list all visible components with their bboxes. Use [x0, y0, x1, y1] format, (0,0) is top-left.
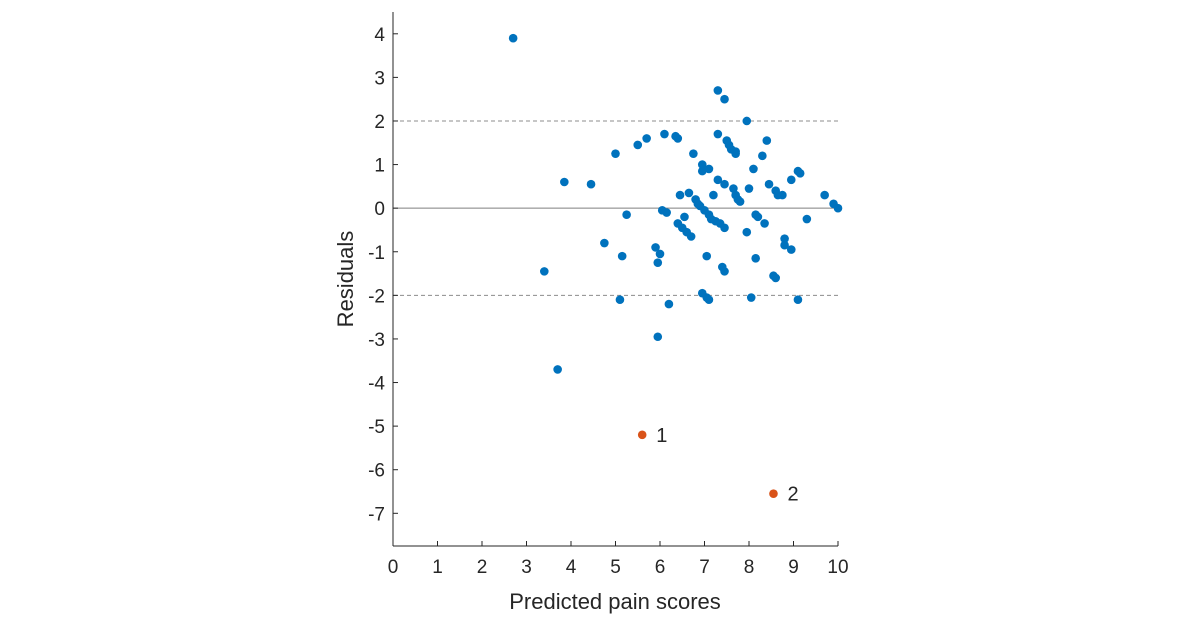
data-point — [760, 219, 769, 228]
outlier-label: 1 — [656, 425, 667, 447]
data-point — [720, 179, 729, 189]
data-point — [686, 232, 696, 241]
y-tick-label: 2 — [374, 112, 385, 133]
x-tick-label: 1 — [432, 557, 443, 578]
data-point — [713, 175, 723, 185]
data-point — [786, 175, 796, 185]
data-point — [780, 234, 789, 243]
data-point — [786, 245, 796, 254]
y-tick-label: 0 — [374, 199, 385, 220]
data-point — [802, 214, 812, 224]
data-point — [560, 177, 569, 187]
data-point — [662, 208, 671, 217]
y-tick-label: -7 — [368, 504, 385, 525]
x-tick-label: 3 — [521, 557, 532, 578]
y-tick-label: 3 — [374, 68, 385, 89]
data-point — [720, 267, 729, 276]
data-point — [771, 273, 780, 283]
x-tick-label: 7 — [699, 557, 710, 578]
y-tick-label: -2 — [368, 286, 385, 307]
data-point — [622, 210, 631, 220]
data-point — [720, 223, 729, 233]
data-point — [615, 295, 625, 305]
data-point — [508, 33, 518, 43]
data-point — [680, 212, 689, 222]
data-point — [697, 160, 707, 169]
outlier-label: 2 — [787, 484, 798, 506]
outlier-point — [769, 489, 778, 498]
data-point — [660, 129, 669, 139]
x-tick-label: 0 — [388, 557, 399, 578]
data-point — [753, 212, 763, 222]
data-point — [746, 293, 756, 302]
x-tick-label: 8 — [744, 557, 755, 578]
reference-lines — [393, 120, 838, 296]
data-point — [764, 179, 774, 189]
data-point — [749, 164, 758, 174]
x-tick-label: 2 — [477, 557, 488, 578]
data-point — [742, 227, 752, 237]
y-tick-label: -6 — [368, 461, 385, 482]
data-point — [633, 140, 643, 150]
x-tick-label: 5 — [610, 557, 621, 578]
y-tick-label: -5 — [368, 417, 385, 438]
data-point — [653, 258, 663, 267]
data-point — [653, 332, 663, 342]
y-tick-label: -1 — [368, 243, 385, 264]
data-point — [720, 94, 729, 104]
data-point — [793, 295, 803, 305]
y-tick-label: -3 — [368, 330, 385, 351]
data-point — [702, 251, 712, 261]
data-point — [655, 249, 665, 259]
x-tick-label: 10 — [827, 557, 848, 578]
tick-marks — [392, 33, 839, 546]
data-point — [744, 184, 754, 193]
data-point — [697, 166, 707, 176]
data-point — [540, 267, 549, 276]
data-point — [704, 295, 714, 305]
data-point — [642, 134, 651, 143]
data-point — [684, 188, 694, 198]
point-annotations: 12 — [656, 425, 798, 506]
x-tick-label: 4 — [566, 557, 577, 578]
data-point — [795, 168, 805, 178]
data-point — [713, 129, 723, 139]
data-point — [651, 243, 660, 252]
data-point — [713, 86, 723, 95]
data-point — [751, 253, 760, 263]
data-point — [742, 116, 752, 126]
y-axis-title: Residuals — [333, 231, 358, 328]
x-tick-label: 6 — [655, 557, 666, 578]
data-points — [508, 33, 843, 498]
data-point — [586, 179, 596, 189]
data-point — [758, 151, 767, 161]
data-point — [780, 240, 789, 250]
data-point — [762, 136, 772, 145]
data-point — [617, 251, 627, 261]
data-point — [664, 299, 674, 309]
data-point — [833, 203, 843, 213]
data-point — [675, 190, 685, 200]
data-point — [729, 184, 738, 193]
data-point — [731, 149, 740, 158]
x-axis-title: Predicted pain scores — [509, 589, 721, 614]
data-point — [553, 365, 562, 374]
data-point — [673, 134, 683, 143]
y-tick-label: -4 — [368, 374, 385, 395]
data-point — [611, 149, 620, 158]
data-point — [689, 149, 698, 158]
data-point — [735, 197, 745, 206]
outlier-point — [637, 430, 647, 440]
data-point — [600, 238, 609, 248]
data-point — [820, 190, 829, 200]
y-tick-label: 4 — [374, 25, 385, 46]
y-tick-label: 1 — [374, 156, 385, 177]
x-tick-label: 9 — [788, 557, 799, 578]
data-point — [709, 190, 718, 200]
data-point — [704, 164, 714, 174]
data-point — [778, 190, 787, 200]
